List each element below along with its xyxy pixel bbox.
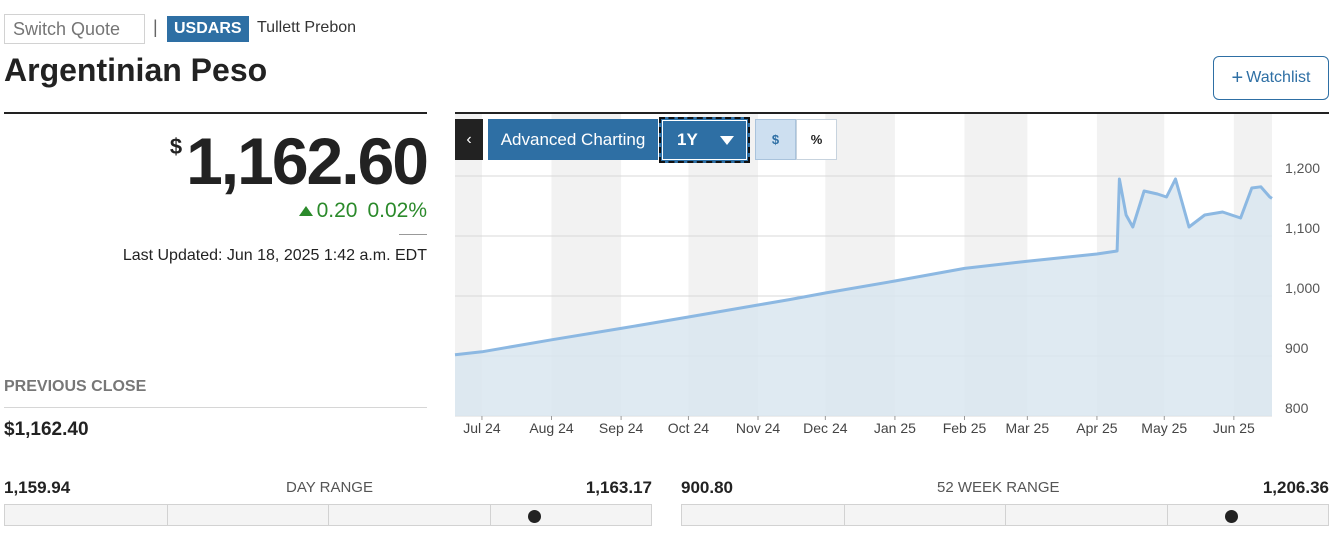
advanced-charting-button[interactable]: Advanced Charting xyxy=(488,119,658,160)
quote-divider xyxy=(4,112,427,114)
last-price: 1,162.60 xyxy=(186,124,429,198)
x-tick-label: Mar 25 xyxy=(1006,420,1050,436)
y-tick-label: 900 xyxy=(1285,340,1309,356)
header-separator: | xyxy=(153,17,158,37)
x-tick-label: Dec 24 xyxy=(803,420,848,436)
chart-back-button[interactable]: ‹ xyxy=(455,119,483,160)
range-select-value: 1Y xyxy=(677,130,698,149)
price-change: 0.20 0.02% xyxy=(298,199,427,223)
x-tick-label: May 25 xyxy=(1141,420,1187,436)
x-tick-label: Nov 24 xyxy=(736,420,781,436)
x-tick-label: Aug 24 xyxy=(529,420,574,436)
dollar-toggle[interactable]: $ xyxy=(755,119,796,160)
series-line xyxy=(454,177,1273,357)
x-tick-label: Oct 24 xyxy=(668,420,709,436)
change-value: 0.20 xyxy=(316,199,358,222)
previous-close-divider xyxy=(4,407,427,408)
week52-range-marker xyxy=(1224,510,1238,523)
week52-range-high: 1,206.36 xyxy=(1262,478,1329,497)
day-range-low: 1,159.94 xyxy=(4,478,71,497)
percent-toggle[interactable]: % xyxy=(796,119,837,160)
week52-range-track xyxy=(681,504,1329,526)
x-tick-label: Jan 25 xyxy=(874,420,916,436)
day-range-high: 1,163.17 xyxy=(585,478,652,497)
switch-quote-input[interactable] xyxy=(4,14,145,44)
y-tick-label: 1,200 xyxy=(1285,160,1320,176)
y-tick-label: 1,100 xyxy=(1285,220,1320,236)
watchlist-button[interactable]: + Watchlist xyxy=(1213,56,1329,100)
y-tick-label: 1,000 xyxy=(1285,280,1320,296)
day-range-track xyxy=(4,504,652,526)
quote-source: Tullett Prebon xyxy=(257,19,357,36)
price-display: $ 1,162.60 xyxy=(169,124,429,198)
change-percent: 0.02% xyxy=(367,199,427,222)
previous-close-label: PREVIOUS CLOSE xyxy=(4,378,147,395)
previous-close-value: $1,162.40 xyxy=(4,419,89,440)
chart-range-select[interactable]: 1Y xyxy=(659,117,750,163)
ticker-badge: USDARS xyxy=(167,16,249,42)
week52-range-label: 52 WEEK RANGE xyxy=(937,479,1060,496)
page-title: Argentinian Peso xyxy=(4,52,268,88)
x-tick-label: Feb 25 xyxy=(943,420,987,436)
x-tick-label: Apr 25 xyxy=(1076,420,1117,436)
watchlist-label: Watchlist xyxy=(1246,69,1311,86)
x-tick-label: Sep 24 xyxy=(599,420,644,436)
currency-symbol: $ xyxy=(169,134,183,159)
series-area xyxy=(455,179,1272,416)
plus-icon: + xyxy=(1231,67,1244,89)
last-updated: Last Updated: Jun 18, 2025 1:42 a.m. EDT xyxy=(122,247,427,264)
day-range-marker xyxy=(528,510,542,523)
caret-down-icon xyxy=(720,135,734,145)
price-chart[interactable]: 1,200 1,100 1,000 900 800 Jul 24 Aug 24 Sep 24 O… xyxy=(0,0,1332,445)
day-range-label: DAY RANGE xyxy=(286,479,373,496)
x-tick-label: Jun 25 xyxy=(1213,420,1255,436)
triangle-up-icon xyxy=(298,206,313,216)
y-tick-label: 800 xyxy=(1285,400,1309,416)
week52-range-low: 900.80 xyxy=(681,478,733,497)
chart-top-rule xyxy=(455,112,1329,114)
change-underline xyxy=(399,234,427,235)
x-tick-label: Jul 24 xyxy=(463,420,501,436)
